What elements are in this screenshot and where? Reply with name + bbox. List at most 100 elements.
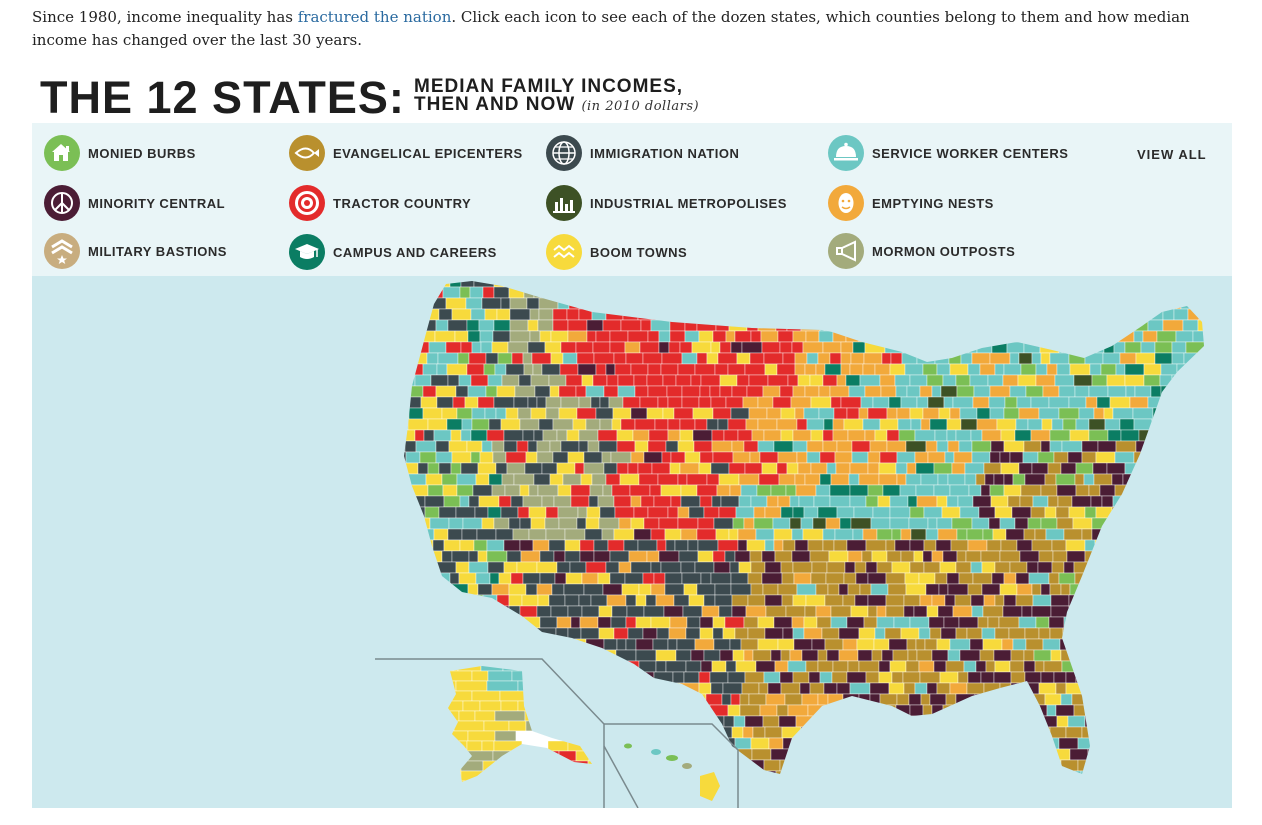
county	[980, 330, 999, 343]
county	[1027, 418, 1043, 431]
county	[1068, 396, 1087, 409]
county	[1138, 561, 1150, 574]
county	[1003, 748, 1017, 761]
county	[1122, 539, 1136, 552]
county	[802, 528, 824, 541]
county	[855, 572, 869, 585]
county	[855, 715, 867, 728]
legend-item-minority-central[interactable]: MINORITY CENTRAL	[44, 184, 225, 222]
cloche-icon[interactable]	[828, 135, 864, 171]
county	[593, 352, 615, 365]
county	[1035, 748, 1046, 761]
county	[495, 528, 514, 541]
county	[1119, 649, 1134, 662]
hawaii-islands[interactable]	[624, 743, 720, 802]
county	[669, 319, 686, 332]
legend-item-service-worker-centers[interactable]: SERVICE WORKER CENTERS	[828, 134, 1068, 172]
county	[764, 506, 782, 519]
county	[936, 363, 951, 376]
county	[1080, 770, 1093, 774]
county	[1066, 550, 1086, 563]
county	[1133, 451, 1146, 464]
county	[1087, 748, 1105, 761]
alaska-counties[interactable]	[442, 661, 626, 791]
view-all-button[interactable]: VIEW ALL	[1137, 147, 1207, 162]
county	[718, 605, 733, 618]
legend-item-campus-and-careers[interactable]: CAMPUS AND CAREERS	[289, 233, 497, 271]
county	[677, 363, 696, 376]
county	[1173, 308, 1189, 321]
county	[706, 418, 719, 431]
county	[802, 341, 824, 354]
county	[548, 374, 567, 387]
factory-icon[interactable]	[546, 185, 582, 221]
county	[1097, 627, 1110, 640]
fractured-nation-link[interactable]: fractured the nation	[297, 8, 452, 26]
house-icon[interactable]	[44, 135, 80, 171]
county	[1078, 319, 1093, 332]
us-county-map[interactable]	[32, 276, 1232, 808]
county	[797, 374, 811, 387]
peace-icon[interactable]	[44, 185, 80, 221]
legend-item-tractor-country[interactable]: TRACTOR COUNTRY	[289, 184, 471, 222]
county	[505, 451, 527, 464]
county	[652, 297, 663, 310]
county	[532, 682, 545, 695]
county	[651, 462, 671, 475]
legend-item-industrial-metropolises[interactable]: INDUSTRIAL METROPOLISES	[546, 184, 787, 222]
county	[1044, 693, 1062, 706]
county	[481, 297, 502, 310]
county	[960, 704, 982, 717]
county	[1178, 495, 1196, 508]
county	[781, 726, 802, 739]
county	[791, 528, 804, 541]
county	[988, 748, 1005, 761]
legend-item-boom-towns[interactable]: BOOM TOWNS	[546, 233, 687, 271]
county	[1003, 484, 1022, 497]
target-icon[interactable]	[289, 185, 325, 221]
county	[696, 319, 717, 332]
county	[830, 396, 842, 409]
legend-item-military-bastions[interactable]: MILITARY BASTIONS	[44, 232, 227, 270]
county	[1136, 782, 1146, 793]
county	[990, 495, 1009, 508]
county	[670, 451, 686, 464]
county	[467, 583, 479, 596]
county	[1140, 341, 1156, 354]
county	[792, 627, 805, 640]
mortarboard-icon[interactable]	[289, 234, 325, 270]
megaphone-icon[interactable]	[828, 233, 864, 269]
county	[492, 451, 507, 464]
county	[832, 418, 845, 431]
county	[433, 429, 452, 442]
county	[920, 693, 931, 706]
county	[522, 495, 543, 508]
county	[757, 319, 777, 332]
county	[780, 682, 801, 695]
county	[681, 385, 701, 398]
fish-icon[interactable]	[289, 135, 325, 171]
county	[1197, 506, 1204, 519]
legend-item-emptying-nests[interactable]: EMPTYING NESTS	[828, 184, 994, 222]
legend-item-monied-burbs[interactable]: MONIED BURBS	[44, 134, 196, 172]
county	[1104, 418, 1121, 431]
county	[999, 550, 1021, 563]
county	[1009, 352, 1020, 365]
county	[647, 330, 660, 343]
face-icon[interactable]	[828, 185, 864, 221]
county	[586, 506, 601, 519]
legend-item-evangelical-epicenters[interactable]: EVANGELICAL EPICENTERS	[289, 134, 523, 172]
legend-item-immigration-nation[interactable]: IMMIGRATION NATION	[546, 134, 739, 172]
county	[938, 583, 949, 596]
chevron-icon[interactable]	[44, 233, 80, 269]
waves-icon[interactable]	[546, 234, 582, 270]
legend-item-mormon-outposts[interactable]: MORMON OUTPOSTS	[828, 232, 1015, 270]
county-map[interactable]	[32, 276, 1232, 808]
globe-icon[interactable]	[546, 135, 582, 171]
county	[778, 715, 797, 728]
county	[1049, 352, 1070, 365]
county	[805, 594, 826, 607]
county	[578, 429, 599, 442]
county	[612, 407, 632, 420]
county	[683, 583, 698, 596]
